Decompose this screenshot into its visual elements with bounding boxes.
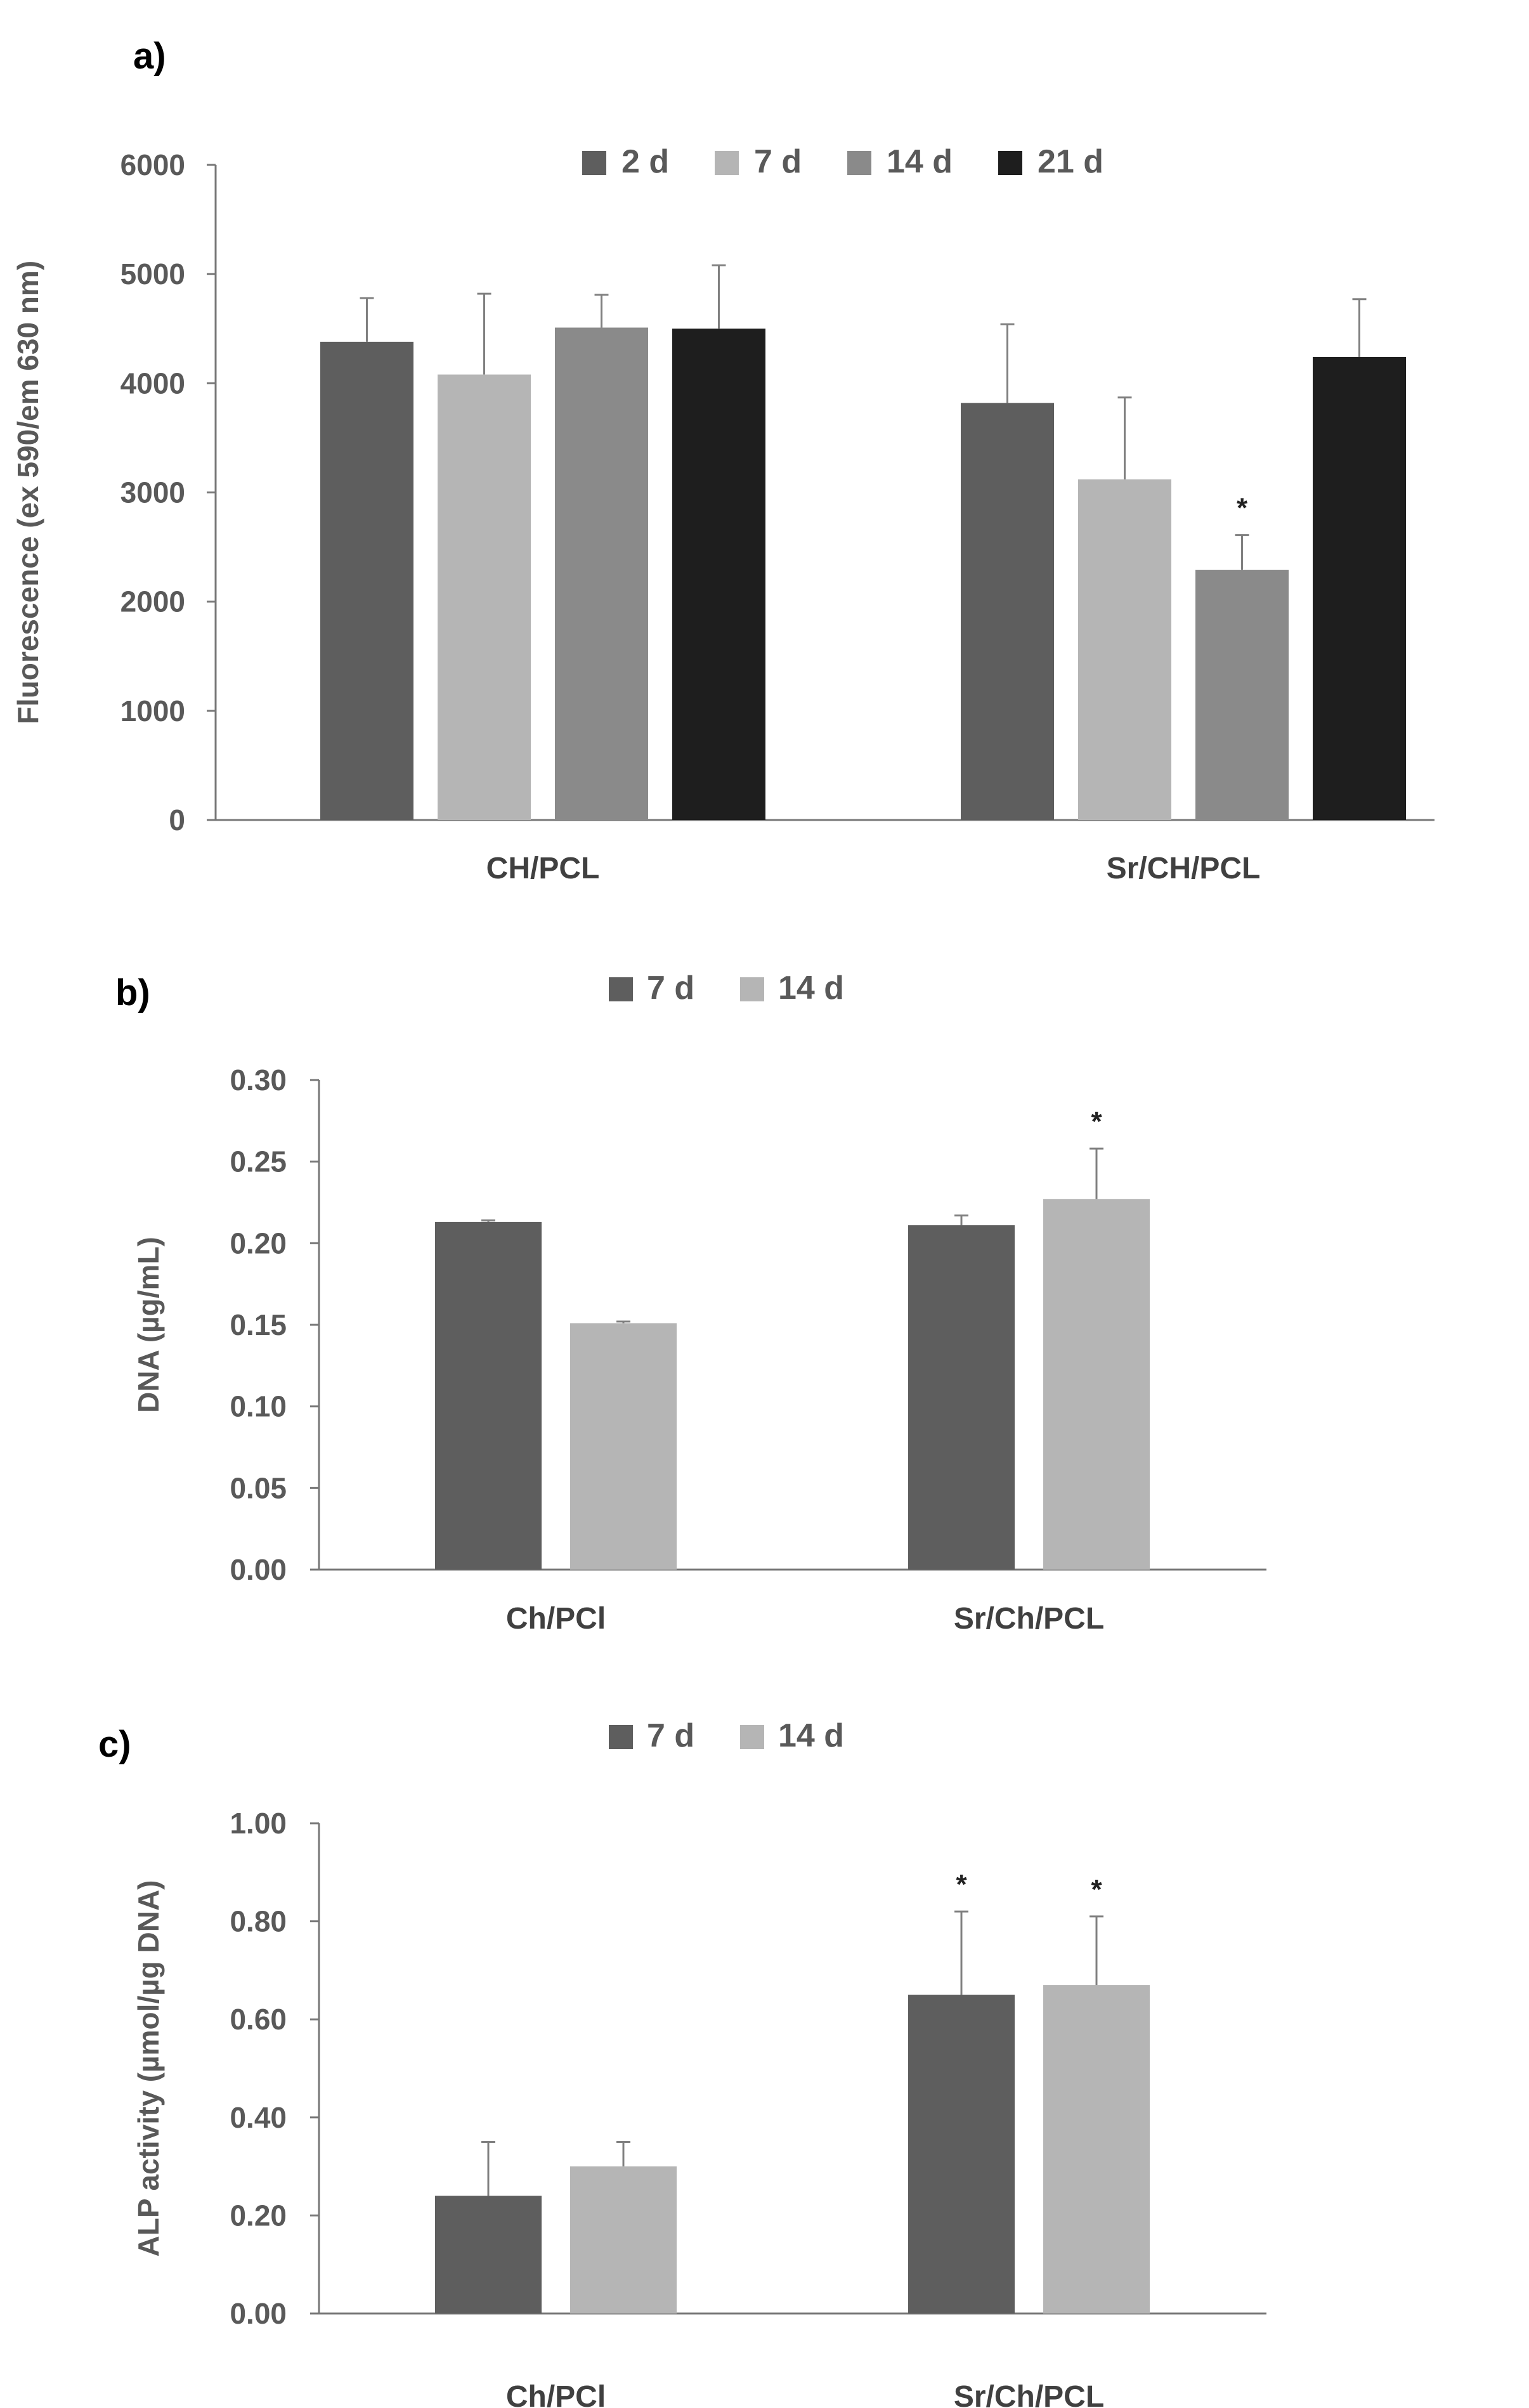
chart2-category-label: Ch/PCl <box>506 2380 606 2408</box>
chart1-significance-marker: * <box>1091 1106 1102 1137</box>
chart2-y-axis-title: ALP activity (µmol/µg DNA) <box>132 1880 165 2256</box>
chart1-bar-7d-1 <box>908 1225 1015 1570</box>
chart2-y-tick-label: 1.00 <box>230 1807 287 1840</box>
chart0-y-tick-label: 1000 <box>120 694 185 727</box>
chart0-bar-21d-1 <box>1313 357 1406 820</box>
chart2-legend-swatch <box>609 1725 633 1749</box>
chart1-bar-7d-0 <box>435 1221 542 1570</box>
chart0-bar-7d-1 <box>1078 479 1171 820</box>
chart1-y-tick-label: 0.05 <box>230 1471 287 1504</box>
chart1-legend-swatch <box>740 977 764 1001</box>
chart0-legend-swatch <box>998 151 1022 175</box>
chart2-significance-marker: * <box>956 1869 967 1900</box>
chart0-bar-21d-0 <box>672 329 765 820</box>
chart1-y-tick-label: 0.00 <box>230 1553 287 1586</box>
chart2-y-tick-label: 0.80 <box>230 1905 287 1938</box>
chart2-y-tick-label: 0.40 <box>230 2101 287 2134</box>
chart1-panel-label: b) <box>115 972 150 1013</box>
chart1-category-label: Sr/Ch/PCL <box>954 1602 1104 1636</box>
chart1-y-tick-label: 0.10 <box>230 1390 287 1423</box>
chart1-y-tick-label: 0.30 <box>230 1064 287 1097</box>
chart0-y-tick-label: 0 <box>169 804 185 836</box>
chart1-bar-14d-0 <box>570 1323 677 1570</box>
chart2-panel-label: c) <box>98 1724 131 1765</box>
chart2-significance-marker: * <box>1091 1874 1102 1905</box>
chart0-y-axis-title: Fluorescence (ex 590/em 630 nm) <box>11 261 44 724</box>
chart0-bar-14d-1 <box>1195 569 1289 820</box>
chart2-legend-swatch <box>740 1725 764 1749</box>
chart1-legend-label: 14 d <box>778 970 844 1006</box>
chart0-bar-14d-0 <box>555 327 648 820</box>
chart0-bar-2d-1 <box>961 403 1054 820</box>
chart0-legend-label: 21 d <box>1038 143 1103 180</box>
chart0-y-tick-label: 2000 <box>120 585 185 618</box>
chart2-bar-14d-1 <box>1043 1985 1150 2314</box>
chart2-bar-7d-0 <box>435 2196 542 2314</box>
chart1-y-tick-label: 0.15 <box>230 1308 287 1341</box>
chart0-bar-2d-0 <box>320 341 413 820</box>
chart2-legend-label: 7 d <box>647 1717 694 1754</box>
chart0-bar-7d-0 <box>438 374 531 820</box>
chart2-bar-14d-0 <box>570 2166 677 2314</box>
chart1-y-tick-label: 0.25 <box>230 1145 287 1178</box>
chart0-category-label: CH/PCL <box>486 852 600 885</box>
chart0-y-tick-label: 6000 <box>120 148 185 181</box>
chart2-y-tick-label: 0.60 <box>230 2003 287 2036</box>
chart0-y-tick-label: 4000 <box>120 367 185 400</box>
chart0-legend-swatch <box>847 151 871 175</box>
chart0-significance-marker: * <box>1237 493 1248 524</box>
chart1-bar-14d-1 <box>1043 1199 1150 1570</box>
chart1-category-label: Ch/PCl <box>506 1602 606 1636</box>
chart0-legend-label: 2 d <box>621 143 669 180</box>
chart2-category-label: Sr/Ch/PCL <box>954 2380 1104 2408</box>
chart1-y-axis-title: DNA (µg/mL) <box>132 1237 165 1413</box>
chart1-y-tick-label: 0.20 <box>230 1227 287 1259</box>
chart0-y-tick-label: 3000 <box>120 476 185 509</box>
chart2-legend-label: 14 d <box>778 1717 844 1754</box>
chart0-legend-swatch <box>582 151 606 175</box>
chart0-legend-label: 14 d <box>887 143 953 180</box>
chart0-legend-swatch <box>715 151 739 175</box>
chart0-category-label: Sr/CH/PCL <box>1107 852 1261 885</box>
chart2-bar-7d-1 <box>908 1995 1015 2314</box>
chart0-y-tick-label: 5000 <box>120 257 185 290</box>
chart1-legend-swatch <box>609 977 633 1001</box>
chart0-legend-label: 7 d <box>754 143 802 180</box>
chart1-legend-label: 7 d <box>647 970 694 1006</box>
chart2-y-tick-label: 0.00 <box>230 2297 287 2330</box>
chart0-panel-label: a) <box>133 36 166 77</box>
chart2-y-tick-label: 0.20 <box>230 2199 287 2232</box>
